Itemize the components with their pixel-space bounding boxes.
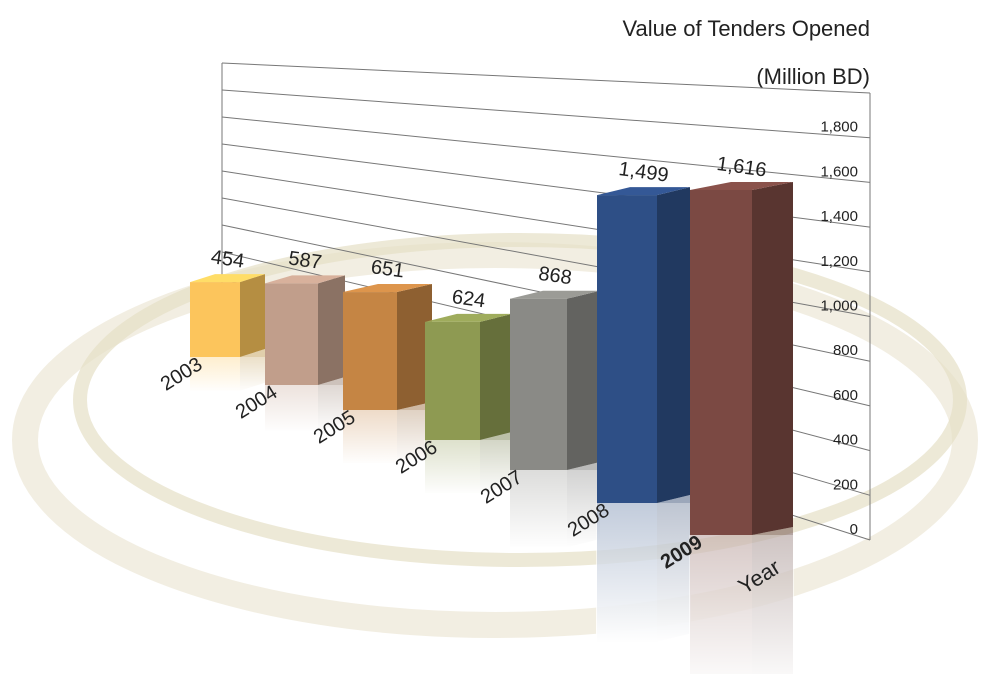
reflection-fade [424, 440, 513, 496]
grid-line [221, 116, 871, 183]
bar-top [265, 275, 345, 284]
bar [425, 321, 480, 440]
y-tick-label: 0 [850, 521, 858, 538]
bar-top [343, 284, 432, 293]
chart-title: Value of Tenders Opened [623, 16, 870, 41]
data-label: 868 [537, 263, 573, 289]
bar [343, 292, 397, 410]
y-tick-label: 1,400 [820, 208, 858, 225]
bar-top [190, 274, 265, 283]
y-tick-label: 1,600 [820, 163, 858, 180]
chart-subtitle: (Million BD) [756, 64, 870, 89]
y-tick-label: 400 [833, 432, 858, 449]
bar-side [318, 275, 345, 385]
bar-side [397, 284, 432, 410]
bar-top [425, 313, 512, 322]
bar-side [480, 313, 512, 440]
bar [265, 283, 318, 385]
bar-top [690, 181, 793, 190]
bar-side [657, 187, 690, 503]
bar [190, 282, 240, 357]
data-label: 454 [210, 246, 246, 272]
data-label: 624 [451, 286, 487, 312]
reflection-fade [689, 535, 794, 674]
data-label: 1,616 [715, 153, 768, 182]
y-tick-label: 1,000 [820, 297, 858, 314]
bar [597, 195, 657, 503]
grid-line [221, 89, 871, 139]
bar-top [597, 187, 690, 196]
y-tick-label: 600 [833, 387, 858, 404]
bar-side [240, 274, 265, 357]
bar [510, 298, 567, 470]
data-label: 587 [287, 247, 323, 273]
y-tick-label: 1,200 [820, 253, 858, 270]
grid-line [221, 62, 871, 94]
y-tick-label: 800 [833, 342, 858, 359]
bar-side [752, 181, 793, 535]
background-swoosh [12, 233, 978, 638]
bar-top [510, 290, 600, 299]
reflection-fade [189, 357, 266, 393]
data-label: 651 [370, 256, 406, 282]
reflection-fade [596, 503, 691, 644]
bar [690, 189, 752, 535]
reflection-fade [342, 410, 433, 466]
reflection-fade [509, 470, 601, 550]
y-tick-label: 1,800 [820, 119, 858, 136]
data-label: 1,499 [617, 158, 670, 187]
bar-side [567, 290, 600, 470]
y-tick-label: 200 [833, 476, 858, 493]
reflection-fade [264, 385, 346, 433]
